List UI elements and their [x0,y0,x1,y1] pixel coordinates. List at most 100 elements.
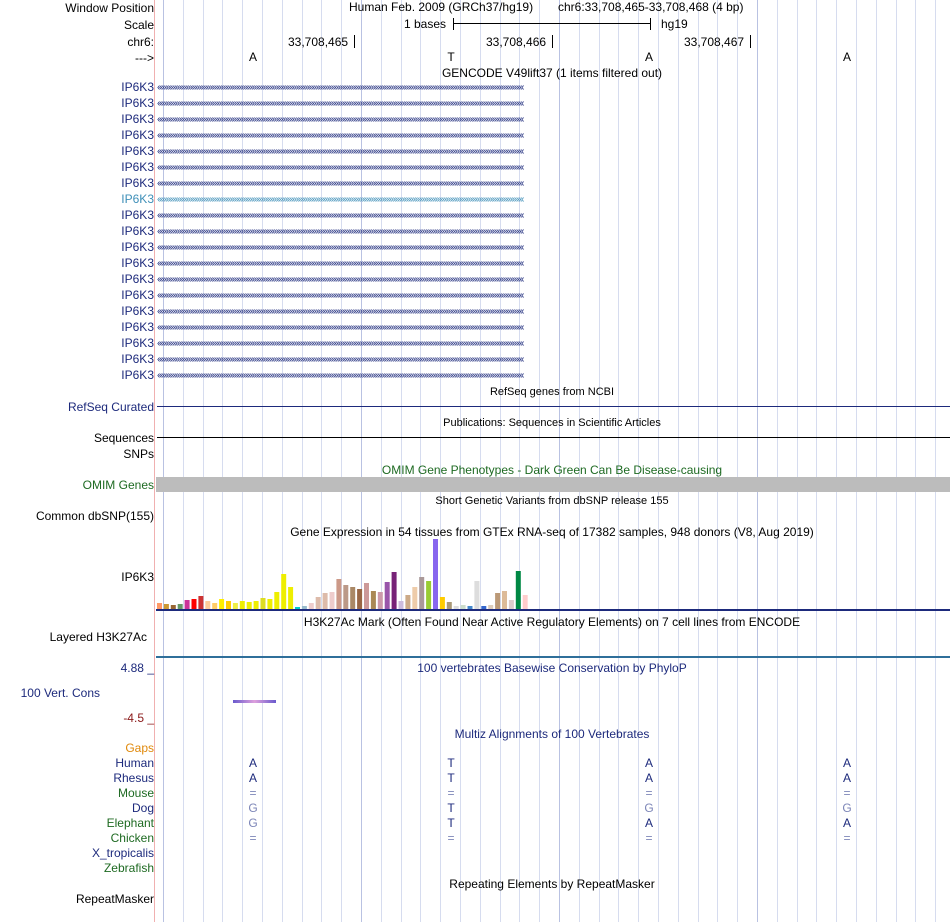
gtex-tissue-bar[interactable] [267,599,273,609]
gene-intron-arrows[interactable]: ‹‹‹‹‹‹‹‹‹‹‹‹‹‹‹‹‹‹‹‹‹‹‹‹‹‹‹‹‹‹‹‹‹‹‹‹‹‹‹‹… [157,243,525,252]
refseq-gene-line[interactable] [157,406,950,407]
h3k27ac-track-title[interactable]: H3K27Ac Mark (Often Found Near Active Re… [303,615,801,629]
gene-intron-arrows[interactable]: ‹‹‹‹‹‹‹‹‹‹‹‹‹‹‹‹‹‹‹‹‹‹‹‹‹‹‹‹‹‹‹‹‹‹‹‹‹‹‹‹… [157,163,525,172]
gene-intron-arrows[interactable]: ‹‹‹‹‹‹‹‹‹‹‹‹‹‹‹‹‹‹‹‹‹‹‹‹‹‹‹‹‹‹‹‹‹‹‹‹‹‹‹‹… [157,307,525,316]
gene-intron-arrows[interactable]: ‹‹‹‹‹‹‹‹‹‹‹‹‹‹‹‹‹‹‹‹‹‹‹‹‹‹‹‹‹‹‹‹‹‹‹‹‹‹‹‹… [157,291,525,300]
omim-track-title[interactable]: OMIM Gene Phenotypes - Dark Green Can Be… [381,463,723,477]
gtex-tissue-bar[interactable] [419,577,425,609]
gtex-tissue-bar[interactable] [308,603,314,609]
gtex-tissue-bar[interactable] [370,591,376,609]
omim-track-label[interactable]: OMIM Genes [82,478,154,492]
repeatmasker-track-title[interactable]: Repeating Elements by RepeatMasker [449,877,655,891]
gtex-tissue-bar[interactable] [184,600,190,609]
repeatmasker-track-label[interactable]: RepeatMasker [75,892,154,906]
gene-label[interactable]: IP6K3 [121,352,154,366]
species-label[interactable]: Elephant [106,816,154,830]
gtex-tissue-bar[interactable] [157,603,162,609]
gene-label[interactable]: IP6K3 [121,320,154,334]
gtex-tissue-bar[interactable] [163,604,169,609]
position-label[interactable]: chr6:33,708,465-33,708,468 (4 bp) [558,0,744,14]
gtex-tissue-bar[interactable] [343,585,349,609]
gencode-track-title[interactable]: GENCODE V49lift37 (1 items filtered out) [441,66,663,80]
gene-label[interactable]: IP6K3 [121,176,154,190]
h3k27ac-signal[interactable] [156,656,950,658]
gtex-tissue-bar[interactable] [433,539,438,609]
publications-track-label[interactable]: Sequences [93,431,154,445]
gene-intron-arrows[interactable]: ‹‹‹‹‹‹‹‹‹‹‹‹‹‹‹‹‹‹‹‹‹‹‹‹‹‹‹‹‹‹‹‹‹‹‹‹‹‹‹‹… [157,211,525,220]
gene-label[interactable]: IP6K3 [121,336,154,350]
multiz-gaps-label[interactable]: Gaps [125,741,154,755]
gene-intron-arrows[interactable]: ‹‹‹‹‹‹‹‹‹‹‹‹‹‹‹‹‹‹‹‹‹‹‹‹‹‹‹‹‹‹‹‹‹‹‹‹‹‹‹‹… [157,83,525,92]
gtex-tissue-bar[interactable] [453,606,459,609]
publications-track-title[interactable]: Publications: Sequences in Scientific Ar… [443,417,661,429]
gene-intron-arrows[interactable]: ‹‹‹‹‹‹‹‹‹‹‹‹‹‹‹‹‹‹‹‹‹‹‹‹‹‹‹‹‹‹‹‹‹‹‹‹‹‹‹‹… [157,371,525,380]
gene-label[interactable]: IP6K3 [121,272,154,286]
gtex-tissue-bar[interactable] [460,605,466,609]
gtex-tissue-bar[interactable] [232,603,238,609]
gtex-tissue-bar[interactable] [405,595,411,609]
gtex-tissue-bar[interactable] [467,606,473,609]
gtex-tissue-bar[interactable] [281,574,287,609]
gtex-tissue-bar[interactable] [315,597,321,609]
gene-label[interactable]: IP6K3 [121,208,154,222]
publications-feature-line[interactable] [157,437,950,438]
species-label[interactable]: X_tropicalis [91,846,154,860]
phylop-score-bar[interactable] [233,700,276,703]
dbsnp-track-title[interactable]: Short Genetic Variants from dbSNP releas… [435,495,669,507]
gtex-tissue-bar[interactable] [398,601,404,609]
gtex-tissue-bar[interactable] [329,592,335,609]
gtex-tissue-bar[interactable] [508,600,514,609]
phylop-track-title[interactable]: 100 vertebrates Basewise Conservation by… [417,661,687,675]
gtex-bar-chart[interactable] [155,538,950,612]
gene-label[interactable]: IP6K3 [121,96,154,110]
gtex-tissue-bar[interactable] [357,589,363,609]
multiz-track-title[interactable]: Multiz Alignments of 100 Vertebrates [454,727,650,741]
gene-label[interactable]: IP6K3 [121,112,154,126]
gtex-tissue-bar[interactable] [219,599,225,609]
gtex-tissue-bar[interactable] [212,603,218,609]
gtex-tissue-bar[interactable] [350,587,356,609]
gene-intron-arrows[interactable]: ‹‹‹‹‹‹‹‹‹‹‹‹‹‹‹‹‹‹‹‹‹‹‹‹‹‹‹‹‹‹‹‹‹‹‹‹‹‹‹‹… [157,323,525,332]
gene-label[interactable]: IP6K3 [121,240,154,254]
gene-intron-arrows[interactable]: ‹‹‹‹‹‹‹‹‹‹‹‹‹‹‹‹‹‹‹‹‹‹‹‹‹‹‹‹‹‹‹‹‹‹‹‹‹‹‹‹… [157,339,525,348]
phylop-track-label[interactable]: 100 Vert. Cons [20,686,100,700]
gtex-tissue-bar[interactable] [198,596,204,609]
gtex-tissue-bar[interactable] [170,605,176,609]
gtex-tissue-bar[interactable] [412,587,418,609]
gtex-track-label[interactable]: IP6K3 [121,570,154,584]
gene-intron-arrows[interactable]: ‹‹‹‹‹‹‹‹‹‹‹‹‹‹‹‹‹‹‹‹‹‹‹‹‹‹‹‹‹‹‹‹‹‹‹‹‹‹‹‹… [157,131,525,140]
gene-label[interactable]: IP6K3 [121,224,154,238]
gtex-tissue-bar[interactable] [377,592,383,609]
gene-intron-arrows[interactable]: ‹‹‹‹‹‹‹‹‹‹‹‹‹‹‹‹‹‹‹‹‹‹‹‹‹‹‹‹‹‹‹‹‹‹‹‹‹‹‹‹… [157,99,525,108]
gene-label[interactable]: IP6K3 [121,256,154,270]
gene-label[interactable]: IP6K3 [121,128,154,142]
gtex-tissue-bar[interactable] [301,606,307,609]
gene-label[interactable]: IP6K3 [121,192,154,206]
gtex-tissue-bar[interactable] [495,593,501,609]
refseq-track-label[interactable]: RefSeq Curated [67,400,154,414]
gene-label[interactable]: IP6K3 [121,368,154,382]
gtex-tissue-bar[interactable] [322,593,328,609]
gtex-tissue-bar[interactable] [274,592,280,609]
gtex-tissue-bar[interactable] [226,601,231,609]
gene-label[interactable]: IP6K3 [121,304,154,318]
gtex-tissue-bar[interactable] [205,601,211,609]
assembly-label[interactable]: Human Feb. 2009 (GRCh37/hg19) [349,0,534,14]
gtex-track-title[interactable]: Gene Expression in 54 tissues from GTEx … [290,525,814,539]
species-label[interactable]: Human [115,756,154,770]
gene-intron-arrows[interactable]: ‹‹‹‹‹‹‹‹‹‹‹‹‹‹‹‹‹‹‹‹‹‹‹‹‹‹‹‹‹‹‹‹‹‹‹‹‹‹‹‹… [157,227,525,236]
gtex-tissue-bar[interactable] [474,581,480,609]
dbsnp-track-label[interactable]: Common dbSNP(155) [35,509,154,523]
gtex-tissue-bar[interactable] [177,604,183,609]
gtex-tissue-bar[interactable] [426,581,432,609]
gtex-tissue-bar[interactable] [239,601,245,609]
gtex-tissue-bar[interactable] [439,597,445,609]
gtex-tissue-bar[interactable] [336,579,342,609]
gtex-tissue-bar[interactable] [246,602,252,609]
gtex-tissue-bar[interactable] [364,583,369,609]
gtex-tissue-bar[interactable] [481,606,487,609]
gtex-tissue-bar[interactable] [260,598,266,609]
gtex-tissue-bar[interactable] [295,607,300,609]
gtex-tissue-bar[interactable] [515,571,521,609]
gtex-tissue-bar[interactable] [253,601,259,609]
